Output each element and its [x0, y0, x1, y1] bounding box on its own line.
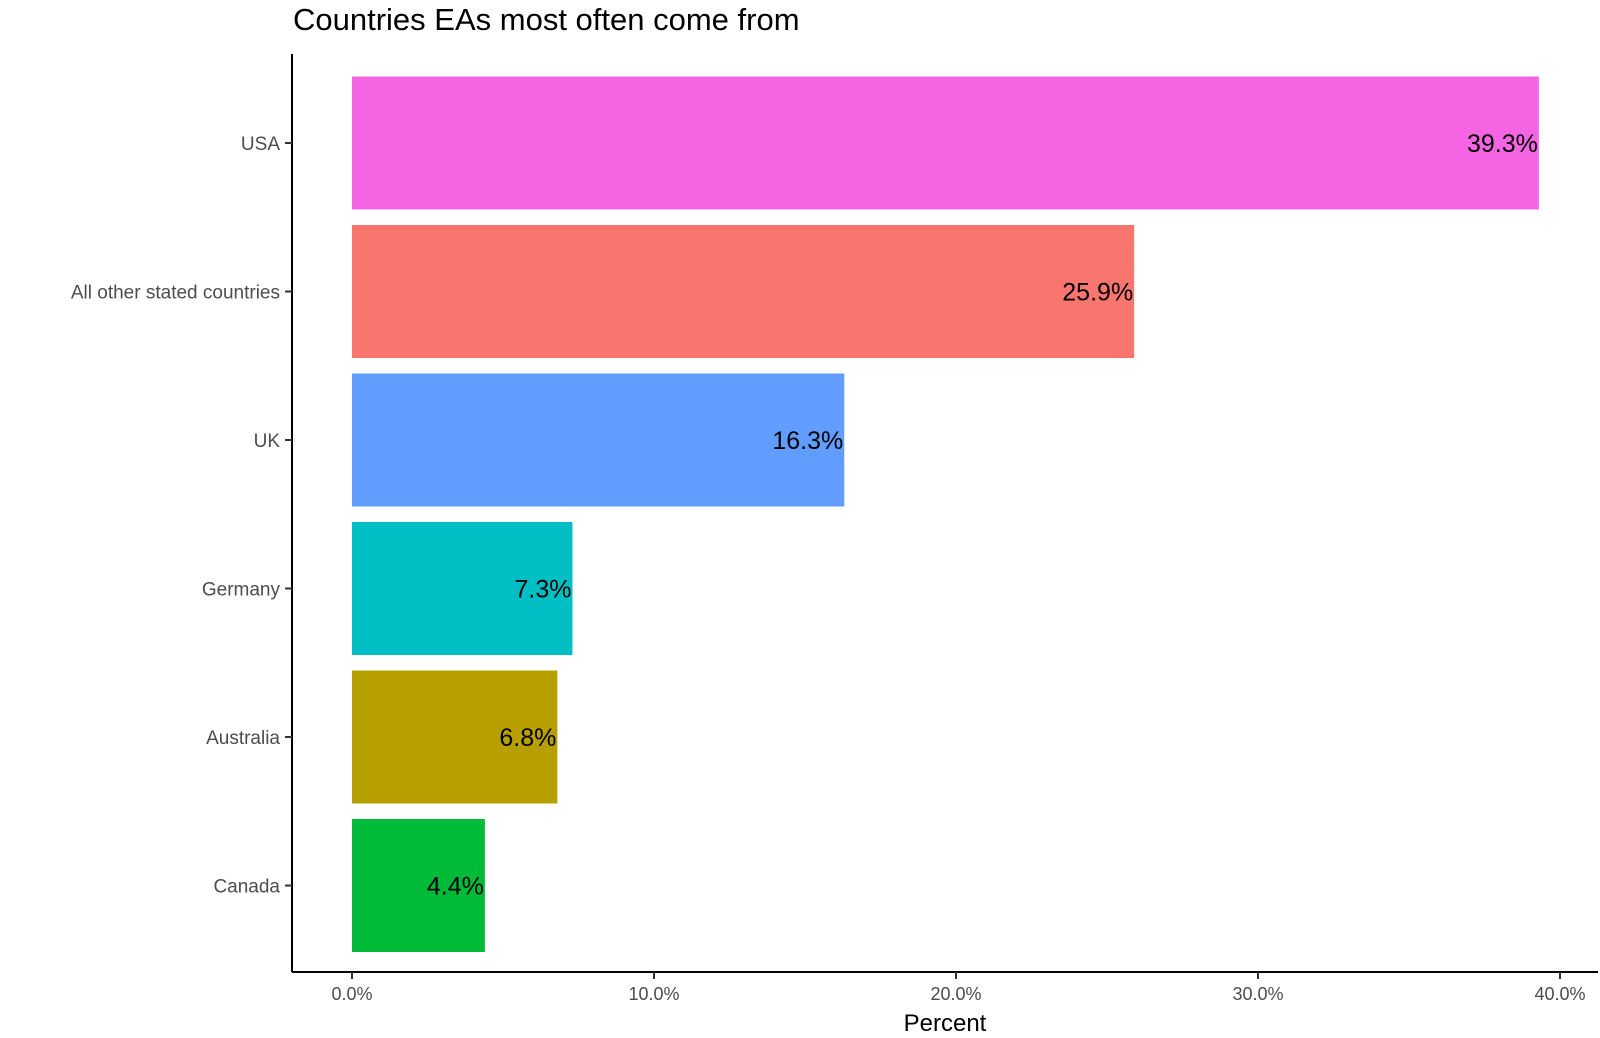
data-label-4: 6.8%	[499, 724, 556, 752]
category-label-3: Germany	[202, 580, 281, 601]
chart-title: Countries EAs most often come from	[293, 2, 800, 37]
x-tick-label-3: 30.0%	[1232, 984, 1283, 1004]
data-label-5: 4.4%	[427, 873, 484, 901]
x-tick-label-2: 20.0%	[930, 984, 981, 1004]
data-label-2: 16.3%	[772, 427, 843, 455]
x-ticks-layer: 0.0% 10.0% 20.0% 30.0% 40.0%	[331, 972, 1586, 1004]
category-label-4: Australia	[206, 728, 280, 749]
bar-4	[352, 670, 558, 804]
data-label-3: 7.3%	[514, 576, 571, 604]
category-label-5: Canada	[213, 877, 280, 898]
category-label-0: USA	[241, 134, 280, 155]
bar-2	[352, 373, 845, 507]
bar-0	[352, 76, 1539, 210]
x-tick-label-4: 40.0%	[1534, 984, 1585, 1004]
x-tick-label-1: 10.0%	[628, 984, 679, 1004]
data-label-0: 39.3%	[1467, 130, 1538, 158]
category-label-2: UK	[254, 431, 281, 452]
y-ticks-layer: USA All other stated countries UK Germany Au…	[71, 134, 292, 898]
bar-3	[352, 522, 573, 655]
bar-5	[352, 819, 485, 952]
category-label-1: All other stated countries	[71, 283, 280, 304]
data-labels-layer: 39.3% 25.9% 16.3% 7.3% 6.8% 4.4%	[427, 130, 1538, 901]
bar-1	[352, 225, 1135, 358]
x-tick-label-0: 0.0%	[331, 984, 372, 1004]
x-axis-title: Percent	[904, 1010, 987, 1037]
bars-layer	[352, 76, 1539, 952]
axes-layer	[291, 54, 1598, 973]
data-label-1: 25.9%	[1062, 279, 1133, 307]
